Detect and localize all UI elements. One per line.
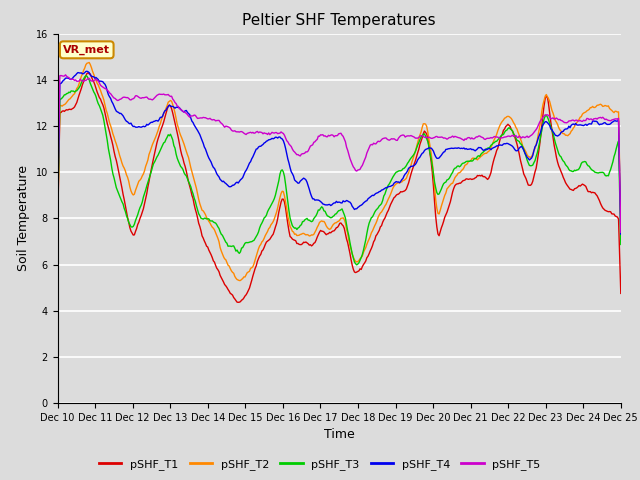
pSHF_T1 [605, 209, 613, 215]
pSHF_T4 [54, 209, 61, 215]
pSHF_T5 [617, 229, 625, 235]
pSHF_T4 [516, 144, 524, 150]
pSHF_T2 [391, 182, 399, 188]
pSHF_T1 [84, 70, 92, 76]
pSHF_T3 [605, 169, 613, 175]
pSHF_T5 [605, 118, 612, 123]
pSHF_T3 [361, 242, 369, 248]
pSHF_T2 [54, 222, 61, 228]
pSHF_T4 [360, 200, 367, 206]
pSHF_T5 [390, 136, 398, 142]
pSHF_T4 [390, 180, 398, 186]
pSHF_T3 [617, 241, 625, 247]
pSHF_T2 [361, 247, 369, 253]
pSHF_T3 [326, 214, 333, 220]
pSHF_T3 [353, 262, 360, 268]
pSHF_T3 [54, 218, 61, 224]
pSHF_T3 [518, 142, 525, 147]
pSHF_T3 [323, 211, 330, 217]
pSHF_T4 [323, 202, 330, 208]
Line: pSHF_T2: pSHF_T2 [58, 62, 621, 280]
pSHF_T2 [518, 139, 525, 144]
pSHF_T2 [236, 277, 243, 283]
pSHF_T5 [360, 159, 367, 165]
pSHF_T4 [326, 202, 333, 207]
Line: pSHF_T1: pSHF_T1 [58, 73, 621, 302]
pSHF_T4 [617, 231, 625, 237]
Title: Peltier SHF Temperatures: Peltier SHF Temperatures [243, 13, 436, 28]
pSHF_T1 [234, 300, 242, 305]
pSHF_T3 [391, 171, 399, 177]
pSHF_T2 [85, 60, 93, 65]
Text: VR_met: VR_met [63, 45, 110, 55]
Line: pSHF_T3: pSHF_T3 [58, 76, 621, 265]
pSHF_T5 [326, 133, 333, 139]
pSHF_T5 [516, 134, 524, 140]
Line: pSHF_T5: pSHF_T5 [58, 75, 621, 232]
pSHF_T2 [617, 226, 625, 232]
pSHF_T5 [61, 72, 69, 78]
pSHF_T1 [361, 260, 369, 266]
pSHF_T5 [54, 203, 61, 209]
pSHF_T4 [83, 68, 91, 74]
pSHF_T1 [617, 290, 625, 296]
Line: pSHF_T4: pSHF_T4 [58, 71, 621, 234]
pSHF_T3 [82, 73, 90, 79]
Y-axis label: Soil Temperature: Soil Temperature [17, 166, 30, 271]
pSHF_T1 [323, 231, 331, 237]
pSHF_T2 [323, 225, 331, 230]
pSHF_T1 [327, 230, 335, 236]
X-axis label: Time: Time [324, 429, 355, 442]
Legend: pSHF_T1, pSHF_T2, pSHF_T3, pSHF_T4, pSHF_T5: pSHF_T1, pSHF_T2, pSHF_T3, pSHF_T4, pSHF… [95, 455, 545, 474]
pSHF_T4 [605, 121, 612, 127]
pSHF_T5 [323, 134, 330, 140]
pSHF_T1 [518, 161, 525, 167]
pSHF_T1 [391, 194, 399, 200]
pSHF_T1 [54, 226, 61, 232]
pSHF_T2 [327, 226, 335, 231]
pSHF_T2 [605, 106, 613, 111]
